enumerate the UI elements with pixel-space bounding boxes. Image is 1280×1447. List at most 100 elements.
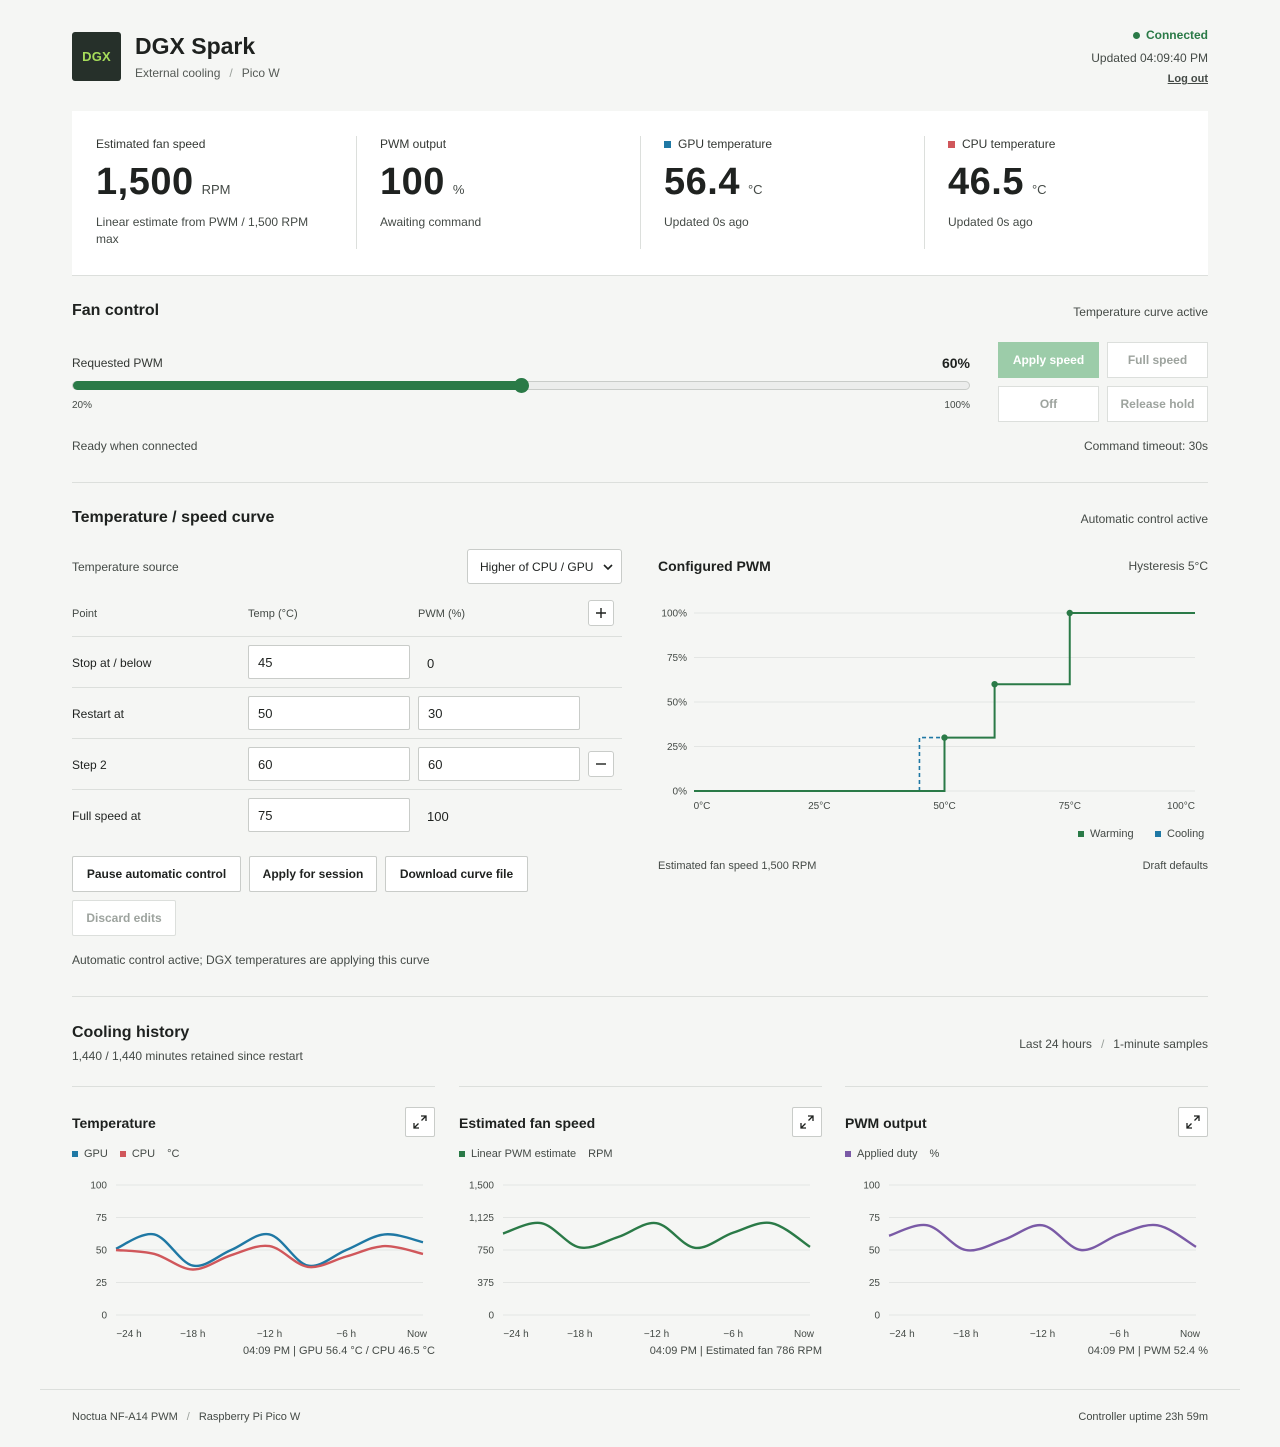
app-logo: DGX: [72, 32, 121, 81]
apply-speed-button[interactable]: Apply speed: [998, 342, 1099, 378]
x-tick-label: −18 h: [953, 1329, 978, 1337]
expand-button[interactable]: [792, 1107, 822, 1137]
metric-value: 46.5: [948, 161, 1024, 203]
cooling-swatch-icon: [1155, 831, 1161, 837]
curve-row-label: Restart at: [72, 707, 125, 721]
requested-pwm-value: 60%: [941, 355, 970, 371]
y-tick-label: 100%: [661, 609, 687, 620]
logout-link[interactable]: Log out: [1167, 73, 1208, 85]
cpu-swatch-icon: [948, 140, 955, 148]
column-header-temp: Temp (°C): [248, 608, 298, 620]
legend-cooling: Cooling: [1155, 828, 1204, 840]
cpu-swatch-icon: [119, 1151, 126, 1157]
panel-legend: GPU CPU °C: [72, 1148, 179, 1160]
y-tick-label: 0: [874, 1311, 880, 1322]
metric-label: Estimated fan speed: [96, 137, 206, 151]
configured-pwm-chart: 100% 75% 50% 25% 0% 0°C 25°C 50°C 75°C 100°C: [661, 609, 1195, 812]
pwm-slider[interactable]: [72, 378, 970, 393]
pause-automatic-control-button[interactable]: Pause automatic control: [72, 856, 241, 892]
metric-unit: %: [452, 182, 465, 197]
y-tick-label: 25: [96, 1278, 108, 1289]
apply-for-session-button[interactable]: Apply for session: [249, 856, 377, 892]
panel-legend: Linear PWM estimate RPM: [459, 1148, 613, 1160]
y-tick-label: 50: [96, 1246, 108, 1257]
metric-cpu-temperature: CPU temperature 46.5 °C Updated 0s ago: [924, 111, 1208, 275]
divider: [72, 482, 1208, 483]
full-speed-temp-input[interactable]: 75: [248, 798, 410, 832]
fan-control-title: Fan control: [72, 302, 160, 319]
off-button[interactable]: Off: [998, 386, 1099, 422]
panel-title: PWM output: [845, 1115, 927, 1131]
stop-temp-input[interactable]: 45: [248, 645, 410, 679]
pwm-slider-min: 20%: [72, 400, 93, 411]
metric-unit: °C: [1031, 182, 1047, 197]
discard-edits-button[interactable]: Discard edits: [72, 900, 176, 936]
metric-subtext: Updated 0s ago: [664, 215, 749, 229]
x-tick-label: −12 h: [644, 1329, 669, 1337]
download-curve-file-button[interactable]: Download curve file: [385, 856, 528, 892]
y-tick-label: 0: [101, 1311, 107, 1322]
row-divider: [72, 738, 622, 739]
unit-label: RPM: [588, 1148, 613, 1160]
x-tick-label: Now: [407, 1329, 428, 1337]
x-tick-label: −24 h: [503, 1329, 528, 1337]
fan-control-status: Ready when connected: [72, 439, 198, 453]
metric-value: 100: [380, 161, 445, 203]
fan-estimate-swatch-icon: [459, 1151, 465, 1157]
panel-readout: 04:09 PM | PWM 52.4 %: [1087, 1345, 1208, 1357]
metric-label: PWM output: [380, 137, 447, 151]
curve-status-text: Automatic control active; DGX temperatur…: [72, 953, 430, 967]
curve-row-label: Step 2: [72, 758, 107, 772]
x-tick-label: 100°C: [1167, 801, 1195, 812]
series-line-applied-duty: [888, 1223, 1197, 1252]
release-hold-button[interactable]: Release hold: [1107, 386, 1208, 422]
y-tick-label: 25: [869, 1278, 881, 1289]
expand-button[interactable]: [1178, 1107, 1208, 1137]
row-divider: [72, 789, 622, 790]
restart-temp-input[interactable]: 50: [248, 696, 410, 730]
y-tick-label: 1,500: [469, 1181, 494, 1192]
temperature-history-panel: Temperature GPU CPU °C 100 75 50 25 0 −24 h −1…: [72, 1086, 435, 1376]
x-tick-label: −6 h: [336, 1329, 356, 1337]
pwm-slider-max: 100%: [944, 400, 970, 411]
curve-point-marker: [941, 734, 948, 741]
column-header-pwm: PWM (%): [418, 608, 466, 620]
add-point-button[interactable]: [588, 600, 614, 626]
metric-subtext: Linear estimate from PWM / 1,500 RPM max: [96, 215, 309, 246]
cooling-history-title: Cooling history: [72, 1024, 190, 1041]
pwm-slider-thumb[interactable]: [514, 378, 529, 393]
legend-warming: Warming: [1078, 828, 1134, 840]
temperature-source-value: Higher of CPU / GPU: [480, 559, 594, 574]
expand-button[interactable]: [405, 1107, 435, 1137]
cooling-history-subtitle: 1,440 / 1,440 minutes retained since res…: [72, 1049, 303, 1063]
series-line-warming: [694, 612, 1195, 792]
y-tick-label: 75: [96, 1213, 108, 1224]
y-tick-label: 50: [869, 1246, 881, 1257]
step2-pwm-input[interactable]: 60: [418, 747, 580, 781]
metric-subtext: Awaiting command: [380, 215, 482, 229]
metric-label: CPU temperature: [948, 137, 1184, 151]
requested-pwm-label: Requested PWM: [72, 356, 163, 370]
series-line-gpu: [115, 1232, 424, 1268]
breadcrumb-separator: /: [229, 66, 233, 80]
step2-temp-input[interactable]: 60: [248, 747, 410, 781]
temperature-source-select[interactable]: Higher of CPU / GPU: [467, 549, 622, 584]
metric-fan-speed: Estimated fan speed 1,500 RPM Linear esti…: [72, 111, 356, 275]
x-tick-label: 0°C: [694, 801, 711, 812]
metric-pwm-output: PWM output 100% Awaiting command: [356, 111, 640, 275]
restart-pwm-input[interactable]: 30: [418, 696, 580, 730]
y-tick-label: 100: [863, 1181, 880, 1192]
x-tick-label: Now: [1180, 1329, 1201, 1337]
pwm-history-chart: 100 75 50 25 0 −24 h −18 h −12 h −6 h Now: [863, 1181, 1201, 1338]
metrics-panel: Estimated fan speed 1,500 RPM Linear esti…: [72, 111, 1208, 276]
expand-icon: [1186, 1115, 1200, 1129]
plus-icon: [596, 608, 606, 618]
gpu-swatch-icon: [72, 1151, 78, 1157]
full-speed-button[interactable]: Full speed: [1107, 342, 1208, 378]
series-line-cooling: [918, 736, 945, 791]
hardware-info: Noctua NF-A14 PWM / Raspberry Pi Pico W: [72, 1411, 301, 1423]
y-tick-label: 0%: [673, 787, 688, 798]
unit-label: °C: [167, 1148, 180, 1160]
controller-uptime: Controller uptime 23h 59m: [1078, 1411, 1208, 1423]
remove-point-button[interactable]: [588, 751, 614, 777]
